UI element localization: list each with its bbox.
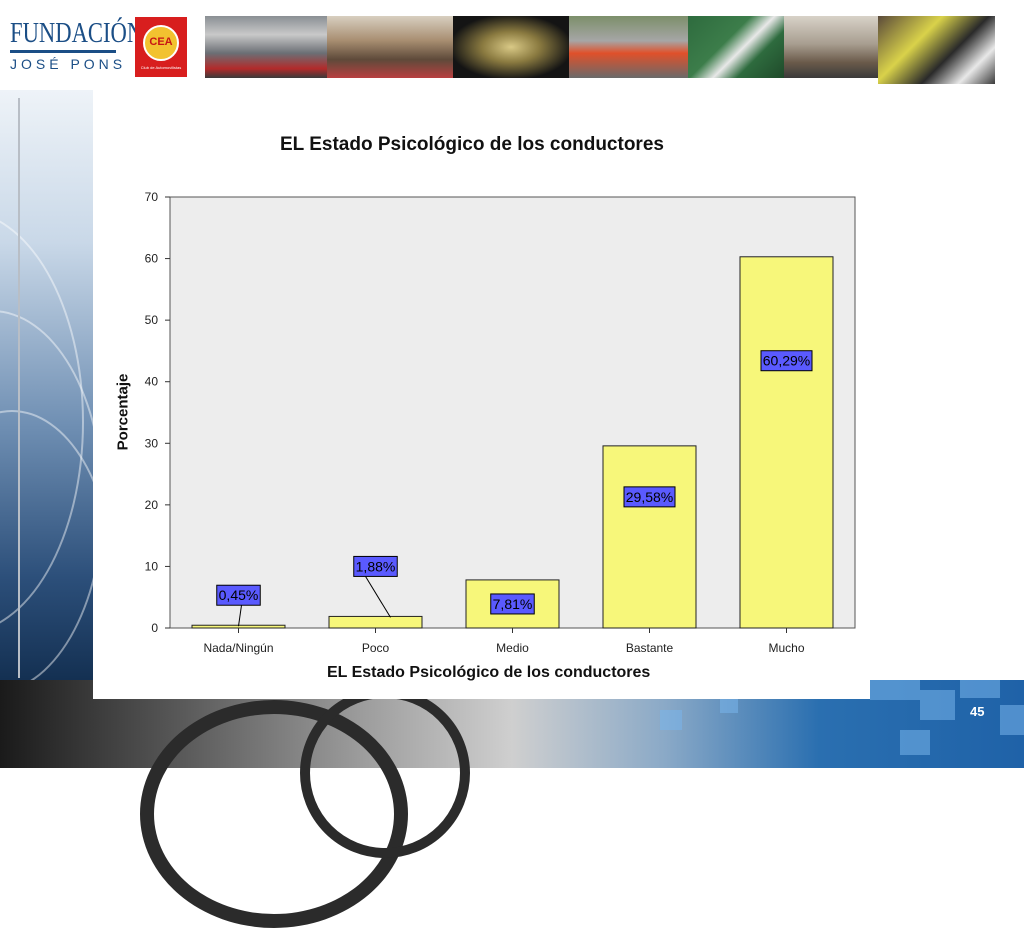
cea-logo: CEA Club de Automovilistas xyxy=(135,17,187,77)
photo-police-officer xyxy=(878,16,995,84)
left-decoration xyxy=(0,90,95,700)
data-label-box xyxy=(490,593,535,615)
data-label: 1,88% xyxy=(356,558,396,574)
cea-badge-text: CEA xyxy=(149,36,173,48)
photo-classroom xyxy=(327,16,453,78)
bar-chart: 0 10 20 30 40 50 60 70 Nada/Ningún 0,45% Poco 1,88%… xyxy=(145,190,856,655)
data-label: 60,29% xyxy=(763,353,810,369)
x-tick-label: Medio xyxy=(496,641,529,655)
page-number: 45 xyxy=(970,704,985,719)
photo-traffic xyxy=(205,16,327,78)
y-tick-label: 20 xyxy=(145,498,159,512)
chart-title: EL Estado Psicológico de los conductores xyxy=(280,134,664,155)
bar xyxy=(602,445,697,629)
photo-lecture xyxy=(784,16,878,78)
left-divider-line xyxy=(18,98,20,678)
y-tick-label: 70 xyxy=(145,190,159,204)
x-axis-title: EL Estado Psicológico de los conductores xyxy=(327,664,651,681)
x-tick-label: Nada/Ningún xyxy=(203,641,273,655)
x-tick-label: Bastante xyxy=(626,641,674,655)
data-label-box xyxy=(623,486,676,508)
y-tick-label: 30 xyxy=(145,436,159,450)
photo-road-map xyxy=(688,16,784,78)
data-label-box xyxy=(760,350,813,372)
y-tick-label: 40 xyxy=(145,375,159,389)
y-tick-label: 60 xyxy=(145,252,159,266)
y-tick-label: 10 xyxy=(145,559,159,573)
data-label-box xyxy=(353,555,398,577)
data-label: 29,58% xyxy=(626,489,673,505)
bar xyxy=(328,615,423,629)
cea-badge-icon: CEA xyxy=(143,25,179,61)
photo-cyclists xyxy=(569,16,688,78)
data-label-leader xyxy=(365,576,391,618)
photo-crash-dummy xyxy=(453,16,569,78)
data-label: 0,45% xyxy=(219,587,259,603)
x-tick-label: Mucho xyxy=(768,641,804,655)
bar xyxy=(739,256,834,629)
x-tick-label: Poco xyxy=(362,641,390,655)
y-tick-label: 0 xyxy=(151,621,158,635)
cea-subtext: Club de Automovilistas xyxy=(140,65,182,70)
data-label-box xyxy=(216,584,261,606)
data-label-leader xyxy=(238,605,242,627)
data-label: 7,81% xyxy=(493,596,533,612)
y-tick-label: 50 xyxy=(145,313,159,327)
logo-line2: JOSÉ PONS xyxy=(10,56,127,72)
